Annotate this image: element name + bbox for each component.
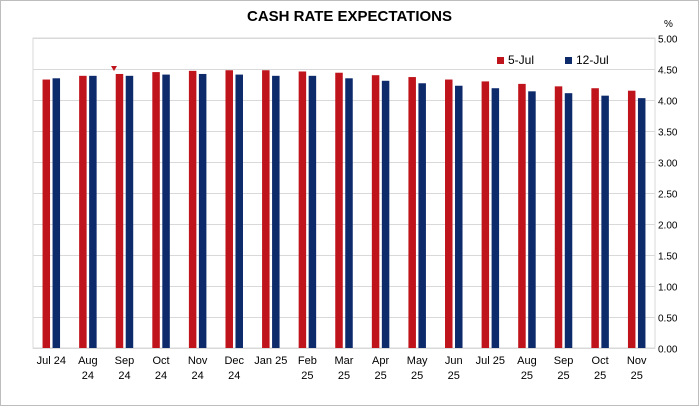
y-tick-label: 5.00 <box>658 35 678 46</box>
bar-5-jul-0 <box>42 79 51 348</box>
x-tick-label: Jan 25 <box>254 355 287 367</box>
y-tick-label: 0.50 <box>658 314 678 325</box>
bar-5-jul-8 <box>335 72 343 348</box>
x-tick-label: 25 <box>557 370 569 382</box>
x-tick-label: Aug <box>517 355 537 367</box>
bar-5-jul-16 <box>627 90 636 348</box>
x-tick-label: Sep <box>115 355 135 367</box>
bar-5-jul-5 <box>225 70 233 349</box>
legend-swatch-1 <box>565 57 572 64</box>
bar-5-jul-14 <box>554 86 563 349</box>
x-tick-label: Nov <box>627 355 647 367</box>
bar-12-jul-16 <box>637 98 646 348</box>
x-tick-label: 25 <box>448 370 460 382</box>
bar-5-jul-6 <box>262 70 270 349</box>
bar-12-jul-12 <box>491 88 500 348</box>
y-tick-label: 3.50 <box>658 128 678 139</box>
bar-12-jul-14 <box>564 93 573 349</box>
bar-12-jul-15 <box>601 95 609 348</box>
x-tick-label: Apr <box>372 355 389 367</box>
x-tick-label: 25 <box>521 370 533 382</box>
bar-5-jul-7 <box>298 71 307 348</box>
bar-12-jul-6 <box>272 75 280 348</box>
bar-12-jul-8 <box>345 78 353 349</box>
bar-12-jul-10 <box>418 83 426 348</box>
x-tick-label: Aug <box>78 355 98 367</box>
legend-swatch-0 <box>497 57 504 64</box>
x-tick-label: May <box>407 355 428 367</box>
y-tick-label: 4.00 <box>658 97 678 108</box>
x-tick-label: Feb <box>298 355 317 367</box>
bar-5-jul-11 <box>445 79 453 348</box>
bar-5-jul-1 <box>79 75 87 348</box>
x-tick-label: Dec <box>224 355 244 367</box>
x-tick-label: 25 <box>631 370 643 382</box>
bar-12-jul-2 <box>125 75 134 348</box>
logo-marker-icon <box>111 66 117 71</box>
x-tick-label: 25 <box>411 370 423 382</box>
bar-12-jul-11 <box>455 85 463 349</box>
x-tick-label: Jul 24 <box>37 355 66 367</box>
y-tick-label: 1.00 <box>658 283 678 294</box>
y-axis-unit: % <box>664 19 673 30</box>
bar-12-jul-9 <box>381 80 390 348</box>
x-tick-label: 25 <box>594 370 606 382</box>
bar-5-jul-15 <box>591 88 599 348</box>
bar-5-jul-3 <box>152 72 160 348</box>
bar-12-jul-13 <box>528 91 536 348</box>
x-tick-label: 24 <box>228 370 240 382</box>
bar-5-jul-4 <box>188 70 197 349</box>
bar-5-jul-2 <box>115 73 124 349</box>
x-tick-label: 24 <box>192 370 204 382</box>
legend-label-1: 12-Jul <box>576 53 609 67</box>
bar-5-jul-9 <box>371 75 380 348</box>
x-tick-label: 25 <box>374 370 386 382</box>
bar-12-jul-7 <box>308 75 317 348</box>
x-tick-label: Sep <box>554 355 574 367</box>
y-tick-label: 4.50 <box>658 66 678 77</box>
x-tick-label: Oct <box>592 355 609 367</box>
x-tick-label: Nov <box>188 355 208 367</box>
bar-12-jul-3 <box>162 74 170 348</box>
x-tick-label: 24 <box>155 370 167 382</box>
bar-5-jul-10 <box>408 77 416 348</box>
x-tick-label: 25 <box>338 370 350 382</box>
x-tick-label: Jul 25 <box>476 355 505 367</box>
bar-12-jul-0 <box>52 78 61 349</box>
y-tick-label: 0.00 <box>658 345 678 356</box>
bar-12-jul-4 <box>198 73 207 349</box>
bar-5-jul-13 <box>518 83 526 348</box>
x-tick-label: 25 <box>301 370 313 382</box>
bar-12-jul-1 <box>89 75 97 348</box>
y-tick-label: 2.00 <box>658 221 678 232</box>
x-tick-label: Mar <box>335 355 354 367</box>
x-tick-label: Jun <box>445 355 463 367</box>
legend-label-0: 5-Jul <box>508 53 534 67</box>
x-tick-label: 24 <box>118 370 130 382</box>
y-tick-label: 3.00 <box>658 159 678 170</box>
bar-5-jul-12 <box>481 81 490 349</box>
x-tick-label: 24 <box>82 370 94 382</box>
chart-title: CASH RATE EXPECTATIONS <box>246 8 452 25</box>
bar-12-jul-5 <box>235 74 243 348</box>
y-tick-label: 2.50 <box>658 190 678 201</box>
y-tick-label: 1.50 <box>658 252 678 263</box>
x-tick-label: Oct <box>152 355 169 367</box>
